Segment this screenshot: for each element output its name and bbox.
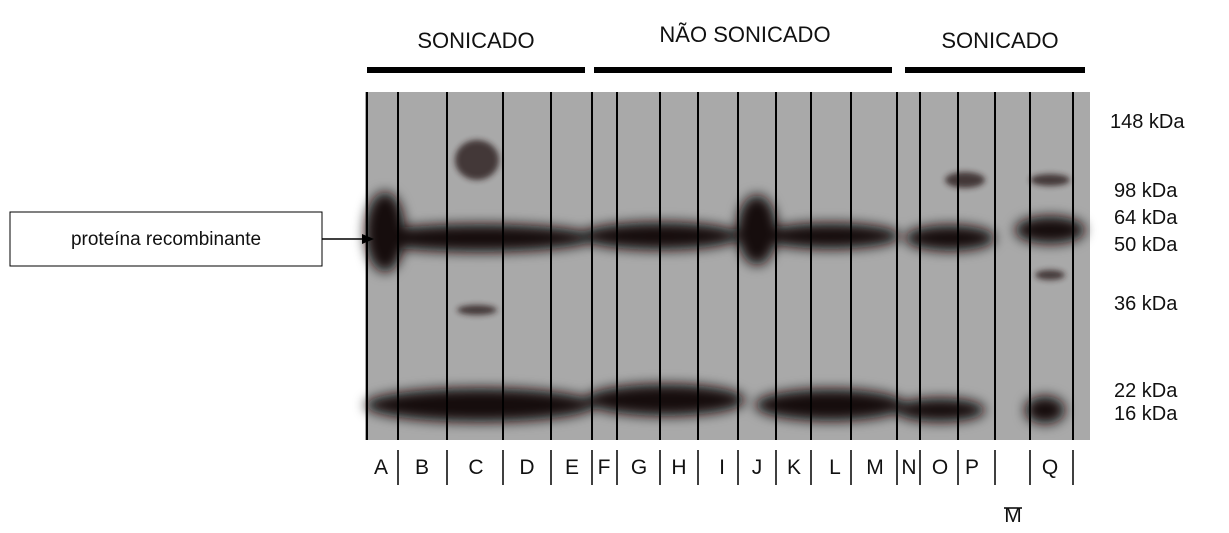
lane-label: D [519, 456, 534, 479]
lane-label: H [671, 456, 686, 479]
lane-label: P [965, 456, 979, 479]
callout: proteína recombinante [10, 212, 374, 266]
lane-label: K [787, 456, 801, 479]
lane-label: B [415, 456, 429, 479]
lane-label: Q [1042, 456, 1058, 479]
lane-label: M [866, 456, 884, 479]
lane-label: O [932, 456, 948, 479]
marker-label: 16 kDa [1114, 403, 1178, 425]
blot [365, 92, 1090, 440]
lane-label: A [374, 456, 388, 479]
lane-label: N [901, 456, 916, 479]
lane-label: G [631, 456, 647, 479]
lane-label: I [719, 456, 725, 479]
lane-label: F [598, 456, 611, 479]
marker-lane-label: M [1004, 504, 1022, 527]
lane-label: C [468, 456, 483, 479]
group-bar [905, 67, 1085, 73]
callout-text: proteína recombinante [71, 229, 261, 250]
group-label: NÃO SONICADO [659, 22, 830, 47]
marker-label: 64 kDa [1114, 207, 1178, 229]
marker-labels: 148 kDa 98 kDa 64 kDa 50 kDa 36 kDa 22 k… [1110, 111, 1185, 425]
marker-label: 98 kDa [1114, 180, 1178, 202]
marker-label: 50 kDa [1114, 234, 1178, 256]
marker-label: 22 kDa [1114, 380, 1178, 402]
marker-label: 148 kDa [1110, 111, 1185, 133]
lane-label: J [752, 456, 763, 479]
group-bar [367, 67, 585, 73]
marker-label: 36 kDa [1114, 293, 1178, 315]
lane-label: L [829, 456, 841, 479]
group-label: SONICADO [941, 28, 1058, 53]
figure: SONICADO NÃO SONICADO SONICADO [0, 0, 1229, 528]
group-bar [594, 67, 892, 73]
group-label: SONICADO [417, 28, 534, 53]
lane-labels: A B C D E F G H I J K L M N O P Q M [374, 456, 1058, 527]
lane-label: E [565, 456, 579, 479]
